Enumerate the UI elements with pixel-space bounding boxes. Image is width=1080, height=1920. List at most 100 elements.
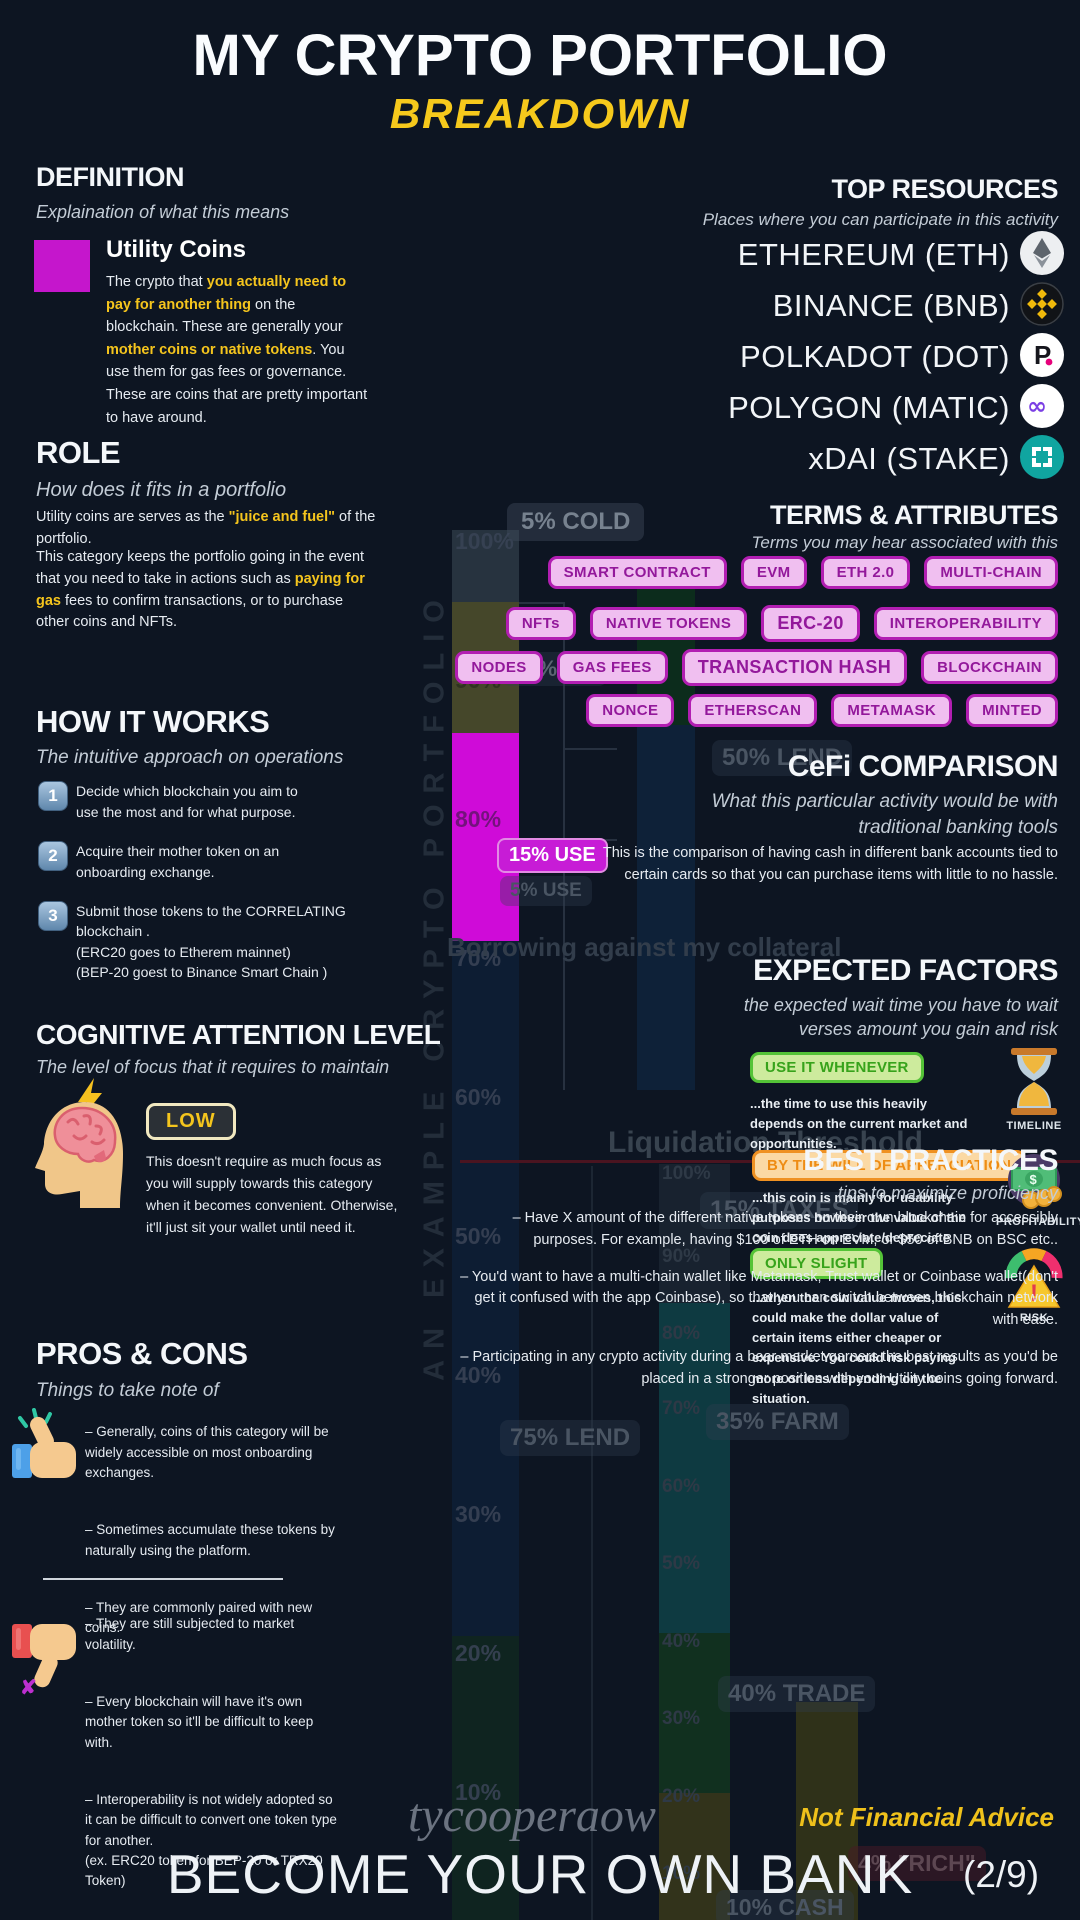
chart-vertical-label: AN EXAMPLE CRYPTO PORTFOLIO xyxy=(418,589,451,1381)
risk-icon-label: RISK xyxy=(1019,1312,1049,1324)
definition-sub: Explaination of what this means xyxy=(36,202,290,222)
factor-badge-profitability: BY THE WILL OF APPERCIATION xyxy=(752,1150,1027,1181)
definition-heading: DEFINITION xyxy=(36,162,185,192)
resources-sub: Places where you can participate in this… xyxy=(702,210,1058,229)
thumbs-up-icon xyxy=(12,1408,84,1489)
pros-cons-divider xyxy=(43,1578,283,1580)
label-cold: 5% COLD xyxy=(507,503,645,541)
terms-row-2: NFTs NATIVE TOKENS ERC-20 INTEROPERABILI… xyxy=(505,605,1058,642)
cefi-body: This is the comparison of having cash in… xyxy=(602,845,1058,883)
axis-label: 10% xyxy=(455,1779,502,1805)
term-tag: ERC-20 xyxy=(761,605,860,642)
label-farm: 35% FARM xyxy=(706,1404,849,1440)
gauge-icon: ! xyxy=(1004,1244,1064,1315)
step-2-text: Acquire their mother token on an onboard… xyxy=(76,843,280,880)
mini-bar-olive xyxy=(659,1793,730,1920)
xdai-icon xyxy=(1020,434,1064,484)
bar-segment-lend xyxy=(452,941,519,1636)
cognitive-heading: COGNITIVE ATTENTION LEVEL xyxy=(36,1019,441,1050)
role-p2: This category keeps the portfolio going … xyxy=(36,549,365,631)
label-lend75: 75% LEND xyxy=(500,1420,641,1456)
best-practice-item: – You'd want to have a multi-chain walle… xyxy=(460,1268,1058,1329)
pro-item: – Generally, coins of this category will… xyxy=(85,1424,329,1480)
resource-row-polygon: POLYGON (MATIC) ∞ xyxy=(728,383,1064,433)
author-handle: tycooperaow xyxy=(408,1789,656,1842)
profitability-icon-label: PROFITABILITY xyxy=(996,1216,1080,1228)
term-tag: METAMASK xyxy=(831,694,953,727)
step-1-text: Decide which blockchain you aim to use t… xyxy=(76,783,298,820)
term-tag: NATIVE TOKENS xyxy=(589,607,748,640)
bar-segment-bottom xyxy=(452,1636,519,1920)
page-subtitle: BREAKDOWN xyxy=(389,90,691,137)
label-trade: 40% TRADE xyxy=(718,1676,876,1712)
term-tag: EVM xyxy=(740,556,807,589)
factor-badge-risk: ONLY SLIGHT xyxy=(750,1248,883,1279)
role-heading: ROLE xyxy=(36,435,121,470)
label-use-highlight: 15% USE xyxy=(497,838,608,873)
factor-text-risk: ...when the coin value moves, this could… xyxy=(752,1290,962,1406)
step-number-1: 1 xyxy=(38,781,68,811)
how-it-works-sub: The intuitive approach on operations xyxy=(36,747,344,768)
pros-list: – Generally, coins of this category will… xyxy=(85,1402,339,1676)
polygon-icon: ∞ xyxy=(1020,383,1064,433)
resource-row-xdai: xDAI (STAKE) xyxy=(808,434,1064,484)
mini-axis-label: 50% xyxy=(662,1553,701,1574)
pros-cons-heading: PROS & CONS xyxy=(36,1336,248,1371)
mini-axis-label: 60% xyxy=(662,1476,701,1497)
ethereum-icon xyxy=(1020,230,1064,280)
pro-item: – Sometimes accumulate these tokens by n… xyxy=(85,1522,335,1558)
mini-axis-label: 10% xyxy=(662,1863,701,1884)
brain-icon xyxy=(28,1078,136,1213)
con-item: – Interoperability is not widely adopted… xyxy=(85,1792,337,1888)
axis-label: 100% xyxy=(455,528,514,554)
expected-heading: EXPECTED FACTORS xyxy=(753,954,1058,987)
best-practices-heading: BEST PRACTICES xyxy=(803,1144,1058,1177)
cefi-heading: CeFi COMPARISON xyxy=(787,750,1059,783)
mini-axis-label: 70% xyxy=(662,1398,701,1419)
step-3-text: Submit those tokens to the CORRELATING b… xyxy=(76,903,346,980)
best-practice-item: – Participating in any crypto activity d… xyxy=(460,1348,1058,1387)
label-use-dim: 5% USE xyxy=(500,876,592,906)
cefi-sub: What this particular activity would be w… xyxy=(711,791,1058,838)
label-cash10: 10% CASH xyxy=(716,1890,854,1920)
role-p1: Utility coins are serves as the "juice a… xyxy=(36,509,376,547)
con-item: – They are still subjected to market vol… xyxy=(85,1616,295,1652)
expected-sub: the expected wait time you have to wait … xyxy=(743,995,1058,1040)
pros-cons-sub: Things to take note of xyxy=(36,1380,219,1401)
term-tag: MINTED xyxy=(966,694,1058,727)
utility-color-swatch xyxy=(34,240,90,292)
step-number-2: 2 xyxy=(38,841,68,871)
axis-label: 40% xyxy=(455,1362,502,1388)
pro-item: – They are commonly paired with new coin… xyxy=(85,1600,313,1636)
role-sub: How does it fits in a portfolio xyxy=(36,479,287,501)
term-tag: TRANSACTION HASH xyxy=(681,649,908,686)
term-tag: INTEROPERABILITY xyxy=(873,607,1058,640)
mini-bar-teal xyxy=(659,1303,730,1633)
bar-segment-use-highlight xyxy=(452,733,519,941)
thumbs-down-icon: ✘ xyxy=(12,1616,84,1703)
mini-axis-label: 90% xyxy=(662,1246,701,1267)
page-title: MY CRYPTO PORTFOLIO xyxy=(192,23,888,88)
attention-level-badge: LOW xyxy=(146,1103,236,1140)
term-tag: NFTs xyxy=(505,607,576,640)
timeline-icon-label: TIMELINE xyxy=(1006,1120,1062,1132)
svg-text:$: $ xyxy=(1030,1172,1038,1187)
money-icon: $ xyxy=(1004,1152,1064,1219)
mini-bar-green xyxy=(659,1633,730,1793)
term-tag: ETHERSCAN xyxy=(688,694,818,727)
terms-row-4: NONCE ETHERSCAN METAMASK MINTED xyxy=(586,694,1058,727)
terms-sub: Terms you may hear associated with this xyxy=(751,533,1058,552)
resource-name: POLKADOT (DOT) xyxy=(740,339,1010,374)
terms-heading: TERMS & ATTRIBUTES xyxy=(770,500,1059,530)
polkadot-icon: P xyxy=(1020,332,1064,382)
chart-tick xyxy=(565,748,617,750)
term-tag: NODES xyxy=(455,651,543,684)
axis-label: 20% xyxy=(455,1640,502,1666)
resource-name: POLYGON (MATIC) xyxy=(728,390,1010,425)
resource-name: xDAI (STAKE) xyxy=(808,441,1010,476)
mini-axis-label: 30% xyxy=(662,1708,701,1729)
term-tag: GAS FEES xyxy=(556,651,668,684)
svg-text:✘: ✘ xyxy=(20,1677,37,1698)
